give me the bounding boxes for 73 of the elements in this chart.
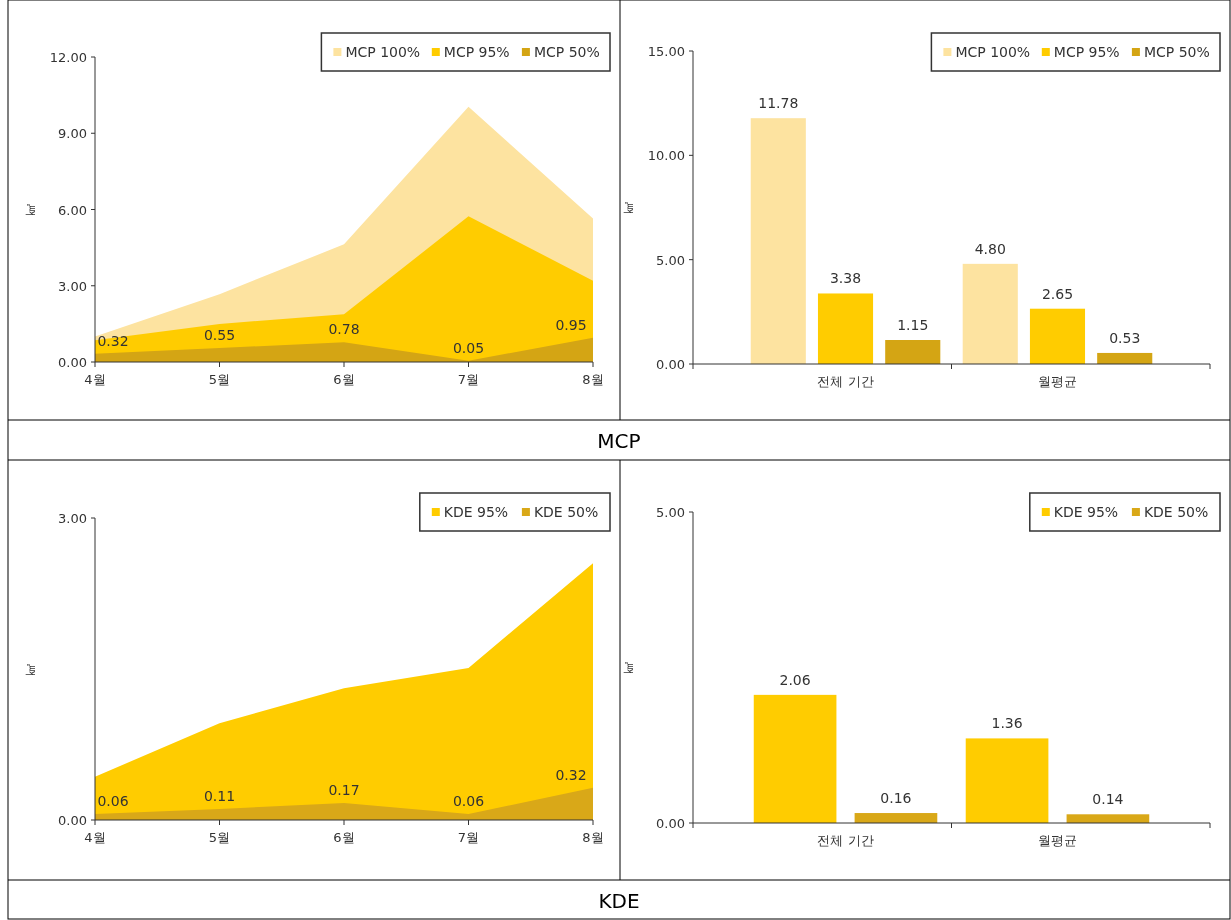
bar: [1097, 352, 1153, 364]
data-label: 4.80: [974, 240, 1006, 257]
data-label: 0.78: [328, 321, 360, 338]
legend-label: KDE 50%: [1143, 504, 1209, 520]
data-label: 0.16: [880, 790, 912, 807]
bar: [1066, 814, 1150, 823]
x-tick-label: 4월: [84, 830, 106, 845]
text: MCP: [597, 429, 641, 453]
data-label: 3.38: [829, 270, 862, 287]
y-axis-title: ㎢: [23, 662, 38, 676]
bar: [885, 340, 941, 364]
y-tick-label: 9.00: [58, 126, 87, 142]
legend-label: MCP 100%: [345, 44, 421, 60]
data-label: 1.36: [991, 715, 1023, 732]
text: KDE: [598, 889, 640, 913]
x-tick-label: 5월: [208, 372, 231, 387]
bar: [965, 738, 1049, 823]
bar: [854, 813, 938, 823]
y-tick-label: 12.00: [49, 50, 87, 65]
x-tick-label: 4월: [84, 372, 106, 387]
data-label: 0.32: [555, 766, 587, 783]
legend-label: MCP 95%: [443, 44, 510, 60]
data-label: 11.78: [758, 95, 799, 112]
legend-label: MCP 95%: [1053, 44, 1120, 60]
legend-label: MCP 50%: [1143, 44, 1210, 60]
y-tick-label: 0.00: [58, 813, 87, 828]
y-tick-label: 3.00: [58, 278, 87, 294]
x-tick-label: 월평균: [1037, 374, 1077, 389]
x-tick-label: 6월: [333, 830, 355, 845]
data-label: 0.11: [203, 787, 236, 804]
data-label: 0.14: [1092, 791, 1124, 808]
data-label: 0.17: [328, 781, 360, 798]
y-tick-label: 3.00: [58, 511, 87, 526]
y-tick-label: 10.00: [647, 148, 685, 164]
data-label: 0.95: [555, 316, 587, 333]
x-tick-label: 전체 기간: [817, 833, 874, 848]
legend-label: KDE 50%: [533, 504, 599, 520]
data-label: 0.32: [97, 332, 129, 349]
data-label: 0.06: [97, 792, 129, 809]
bar: [750, 118, 806, 364]
y-tick-label: 6.00: [58, 202, 87, 218]
y-tick-label: 0.00: [58, 355, 87, 370]
data-label: 0.53: [1109, 329, 1141, 346]
x-tick-label: 8월: [582, 830, 604, 845]
x-tick-label: 전체 기간: [817, 374, 874, 389]
bar: [962, 263, 1018, 364]
data-label: 2.06: [779, 671, 811, 688]
legend-label: KDE 95%: [1053, 504, 1119, 520]
y-tick-label: 5.00: [656, 505, 685, 520]
y-axis-title: ㎢: [23, 203, 38, 216]
y-tick-label: 15.00: [647, 44, 685, 59]
data-label: 0.55: [203, 327, 236, 344]
legend-label: KDE 95%: [443, 504, 509, 520]
bar: [817, 293, 874, 364]
bar: [753, 694, 837, 823]
legend-label: MCP 100%: [955, 44, 1031, 60]
data-label: 0.06: [452, 792, 485, 809]
x-tick-label: 7월: [457, 830, 480, 845]
x-tick-label: 7월: [457, 372, 480, 387]
x-tick-label: 5월: [208, 830, 231, 845]
x-tick-label: 월평균: [1037, 833, 1077, 848]
y-axis-title: ㎢: [621, 661, 636, 674]
x-tick-label: 8월: [582, 372, 604, 387]
y-tick-label: 0.00: [656, 357, 685, 372]
data-label: 1.15: [897, 317, 929, 333]
y-tick-label: 0.00: [656, 816, 685, 831]
data-label: 0.05: [452, 339, 485, 356]
x-tick-label: 6월: [333, 372, 355, 387]
y-tick-label: 5.00: [656, 252, 685, 268]
y-axis-title: ㎢: [621, 201, 636, 214]
bar: [1029, 308, 1086, 364]
legend-label: MCP 50%: [533, 44, 600, 60]
data-label: 2.65: [1041, 285, 1074, 302]
